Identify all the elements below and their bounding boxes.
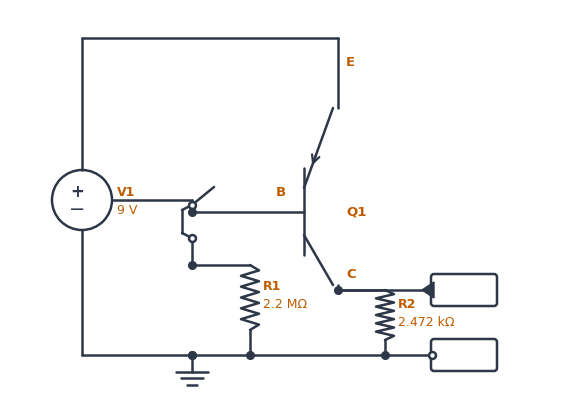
FancyBboxPatch shape	[431, 339, 497, 371]
Text: B: B	[276, 185, 286, 199]
Text: C: C	[346, 268, 356, 282]
Text: R1: R1	[263, 280, 282, 293]
Text: 2.2 MΩ: 2.2 MΩ	[263, 299, 307, 312]
Text: Q1: Q1	[346, 206, 367, 218]
Text: 2.472 kΩ: 2.472 kΩ	[398, 316, 454, 330]
Text: - probe: - probe	[442, 349, 486, 361]
Text: 9 V: 9 V	[117, 204, 137, 216]
Polygon shape	[422, 282, 434, 298]
Text: V1: V1	[117, 185, 135, 199]
FancyBboxPatch shape	[431, 274, 497, 306]
Text: + probe: + probe	[439, 283, 489, 297]
Text: E: E	[346, 56, 355, 69]
Text: −: −	[69, 201, 85, 220]
Text: R2: R2	[398, 299, 417, 312]
Text: +: +	[70, 183, 84, 201]
